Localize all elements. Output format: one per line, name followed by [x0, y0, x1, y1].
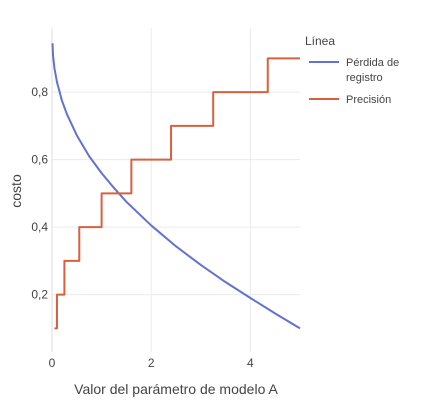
- y-tick-label: 0,6: [31, 153, 48, 167]
- y-tick-labels: 0,2 0,4 0,6 0,8: [31, 85, 48, 302]
- x-tick-labels: 0 2 4: [49, 356, 254, 370]
- series-line-1: [54, 57, 300, 330]
- x-tick-label: 0: [49, 356, 56, 370]
- legend-label-0: Pérdida de registro: [346, 57, 399, 84]
- x-tick-label: 4: [247, 356, 254, 370]
- legend-title: Línea: [305, 34, 335, 48]
- legend-label-1: Precisión: [346, 94, 391, 106]
- legend: Línea Pérdida de registro Precisión: [305, 34, 399, 106]
- y-tick-label: 0,2: [31, 288, 48, 302]
- y-tick-label: 0,8: [31, 85, 48, 99]
- y-axis-title: costo: [8, 174, 24, 208]
- x-tick-label: 2: [148, 356, 155, 370]
- x-axis-title: Valor del parámetro de modelo A: [74, 381, 278, 397]
- grid-lines: [51, 28, 300, 352]
- series-layer: [51, 43, 301, 330]
- y-tick-label: 0,4: [31, 220, 48, 234]
- series-line-0: [51, 43, 301, 330]
